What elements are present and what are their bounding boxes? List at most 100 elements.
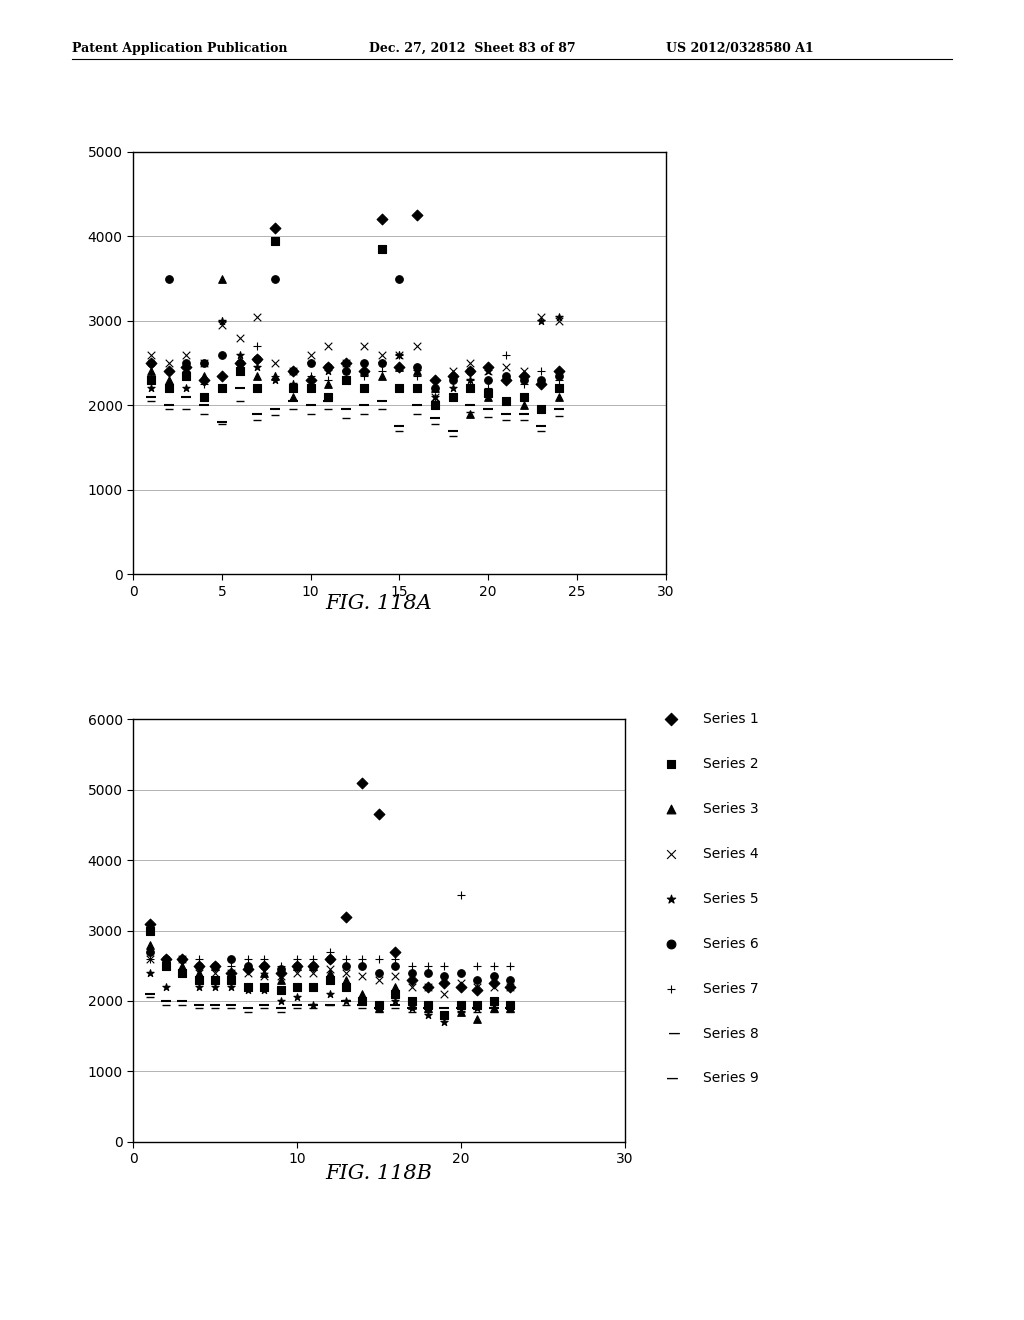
Text: FIG. 118A: FIG. 118A [326,594,432,612]
Point [142,387,159,408]
Point [387,983,403,1005]
Point [444,366,461,387]
Point [502,977,518,998]
Point [142,370,159,391]
Point [391,420,408,441]
Point [403,977,420,998]
Point [190,977,207,998]
Point [289,956,305,977]
Point [391,345,408,366]
Point [480,387,497,408]
Point [462,360,478,381]
Point [272,1001,289,1022]
Point [551,366,567,387]
Point [174,948,190,969]
Point [272,969,289,990]
Point [374,352,390,374]
Point [403,969,420,990]
Point [161,399,177,420]
Point [436,973,453,994]
Point [141,935,158,956]
Point [196,370,212,391]
Text: Series 2: Series 2 [703,758,759,771]
Point [240,998,256,1019]
Point [174,948,190,969]
Point [469,969,485,990]
Point [161,360,177,381]
Point [391,345,408,366]
Point [158,948,174,969]
Point [249,356,265,378]
Point [207,956,223,977]
Point [534,370,550,391]
Point [178,387,195,408]
Point [436,983,453,1005]
Point [387,998,403,1019]
Point [256,956,272,977]
Point [190,956,207,977]
Point [141,913,158,935]
Point [462,352,478,374]
Point [305,948,322,969]
Point [534,360,550,381]
Point [663,799,679,820]
Point [355,366,372,387]
Point [453,1001,469,1022]
Point [663,978,679,999]
Point [387,948,403,969]
Text: FIG. 118B: FIG. 118B [326,1164,432,1183]
Point [409,335,425,356]
Point [371,994,387,1015]
Point [267,366,284,387]
Point [502,998,518,1019]
Point [403,998,420,1019]
Point [374,366,390,387]
Point [190,962,207,983]
Point [174,994,190,1015]
Point [190,956,207,977]
Point [420,1005,436,1026]
Point [498,411,514,432]
Point [436,956,453,977]
Point [391,356,408,378]
Point [141,948,158,969]
Point [231,352,248,374]
Point [338,360,354,381]
Point [196,366,212,387]
Point [285,387,301,408]
Point [256,998,272,1019]
Point [371,962,387,983]
Point [196,352,212,374]
Point [387,977,403,998]
Point [302,345,318,366]
Point [374,352,390,374]
Point [502,998,518,1019]
Point [453,998,469,1019]
Point [403,956,420,977]
Point [231,352,248,374]
Point [354,966,371,987]
Point [223,962,240,983]
Point [142,391,159,412]
Point [485,990,502,1011]
Text: Series 7: Series 7 [703,982,759,995]
Point [420,998,436,1019]
Point [502,977,518,998]
Point [322,969,338,990]
Point [338,370,354,391]
Point [444,360,461,381]
Point [420,994,436,1015]
Point [453,962,469,983]
Point [256,994,272,1015]
Point [231,360,248,381]
Point [207,977,223,998]
Point [534,310,550,331]
Point [480,356,497,378]
Point [322,941,338,962]
Point [355,352,372,374]
Point [207,956,223,977]
Point [469,979,485,1001]
Point [289,977,305,998]
Point [436,1001,453,1022]
Point [354,772,371,793]
